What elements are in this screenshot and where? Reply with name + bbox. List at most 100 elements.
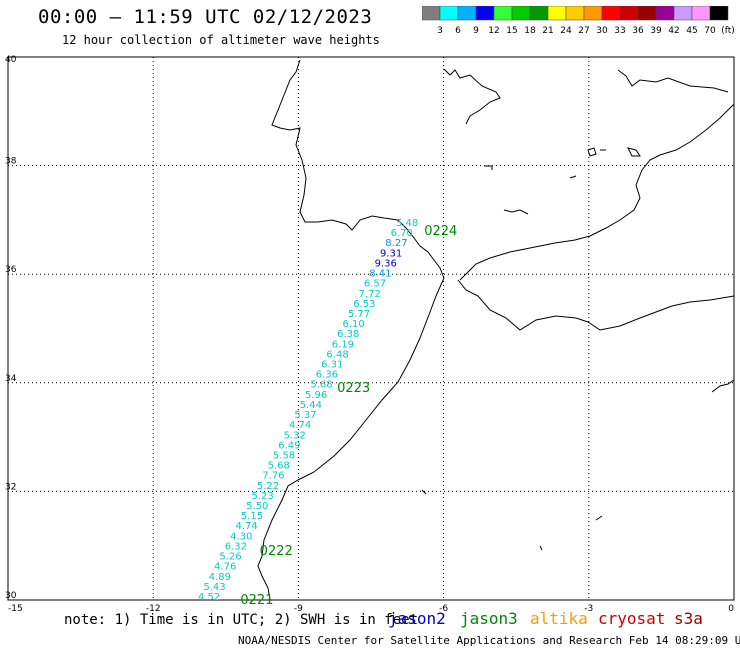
- wave-height-value: 5.26: [219, 552, 241, 563]
- legend-swatch: [637, 6, 657, 21]
- legend-swatch: [601, 6, 621, 21]
- footer-note: note: 1) Time is in UTC; 2) SWH is in fe…: [64, 612, 419, 628]
- tick-label-lon: 0: [728, 604, 734, 614]
- wave-height-value: 6.38: [337, 329, 359, 340]
- wave-height-value: 4.74: [289, 420, 311, 431]
- legend-label: 3: [437, 26, 443, 36]
- legend-label: (ft): [721, 26, 734, 36]
- tick-label-lat: 32: [5, 482, 16, 492]
- legend-label: 30: [596, 26, 608, 36]
- wave-height-value: 4.89: [209, 572, 231, 583]
- color-legend: 3 6 9 12 15 18 21 24 27 30 33 36 39 42 45 70 (ft): [422, 6, 734, 36]
- legend-label: 45: [686, 26, 697, 36]
- wave-height-value: 8.27: [385, 238, 407, 249]
- legend-label: 6: [455, 26, 461, 36]
- satellite-name: s3a: [674, 609, 703, 628]
- legend-label: 18: [524, 26, 536, 36]
- legend-swatch: [691, 6, 711, 21]
- coastline-portugal: [271, 59, 445, 279]
- wave-height-value: 6.36: [316, 370, 338, 381]
- wave-height-value: 5.22: [257, 481, 279, 492]
- legend-swatch: [583, 6, 603, 21]
- wave-height-value: 5.96: [305, 390, 327, 401]
- legend-label: 24: [560, 26, 572, 36]
- coastline-north-africa: [257, 277, 445, 601]
- wave-height-value: 5.68: [310, 380, 332, 391]
- legend-swatch: [475, 6, 495, 21]
- coastline-detail: [443, 68, 501, 125]
- legend-label: 15: [506, 26, 517, 36]
- legend-label: 9: [473, 26, 479, 36]
- wave-height-value: 5.50: [246, 501, 268, 512]
- wave-height-value: 6.49: [278, 440, 300, 451]
- legend-swatch: [422, 6, 441, 21]
- legend-swatch: [547, 6, 567, 21]
- tick-label-lat: 34: [5, 374, 17, 384]
- wave-height-value: 8.41: [369, 269, 391, 280]
- wave-height-value: 4.74: [235, 521, 257, 532]
- satellite-name: altika: [530, 609, 588, 628]
- coastline-spain: [459, 103, 735, 281]
- credit-line: NOAA/NESDIS Center for Satellite Applica…: [238, 634, 740, 647]
- wave-height-value: 7.72: [359, 289, 381, 300]
- wave-height-value: 4.30: [230, 531, 252, 542]
- balearic-islands: [484, 147, 641, 215]
- legend-label: 36: [632, 26, 644, 36]
- legend-label: 70: [704, 26, 716, 36]
- wave-height-value: 5.68: [268, 461, 290, 472]
- legend-label: 33: [614, 26, 625, 36]
- wave-height-value: 5.77: [348, 309, 370, 320]
- legend-label: 12: [488, 26, 499, 36]
- coastline-morocco-north: [457, 279, 735, 331]
- wave-height-value: 6.10: [342, 319, 364, 330]
- map-title: 00:00 – 11:59 UTC 02/12/2023: [38, 6, 373, 28]
- track-time-label: 0223: [337, 381, 370, 396]
- wave-height-value: 5.58: [273, 450, 295, 461]
- tick-label-lat: 30: [5, 591, 17, 601]
- wave-height-value: 5.15: [241, 511, 263, 522]
- tick-label-lon: -15: [8, 604, 23, 614]
- track-time-label: 0222: [260, 544, 293, 559]
- track-time-label: 0221: [240, 593, 273, 608]
- legend-label: 27: [578, 26, 589, 36]
- legend-swatch: [673, 6, 693, 21]
- tick-label-lat: 40: [5, 55, 17, 65]
- wave-height-value: 5.43: [203, 582, 225, 593]
- legend-swatch: [511, 6, 531, 21]
- wave-height-value: 6.48: [326, 349, 348, 360]
- wave-height-value: 5.44: [300, 400, 322, 411]
- map-frame: [7, 56, 735, 601]
- tick-label-lat: 38: [5, 157, 17, 167]
- satellite-name: jason3: [460, 609, 518, 628]
- wave-height-value: 5.32: [284, 430, 306, 441]
- wave-height-value: 5.37: [294, 410, 316, 421]
- legend-label: 21: [542, 26, 553, 36]
- wave-height-value: 4.52: [198, 592, 220, 603]
- wave-height-value: 6.53: [353, 299, 375, 310]
- wave-height-value: 9.31: [380, 248, 402, 259]
- track-time-label: 0224: [424, 224, 457, 239]
- coastline-algeria: [421, 379, 735, 551]
- legend-swatch: [439, 6, 459, 21]
- wave-height-value: 5.48: [396, 218, 418, 229]
- legend-swatch: [493, 6, 513, 21]
- legend-label: 39: [650, 26, 662, 36]
- legend-swatch: [709, 6, 729, 21]
- wave-height-value: 7.76: [262, 471, 284, 482]
- wave-height-value: 6.57: [364, 279, 386, 290]
- map-subtitle: 12 hour collection of altimeter wave hei…: [62, 33, 380, 47]
- legend-swatch: [619, 6, 639, 21]
- tick-label-lat: 36: [5, 265, 17, 275]
- legend-swatch: [529, 6, 549, 21]
- wave-height-value: 6.32: [225, 541, 247, 552]
- wave-height-value: 9.36: [375, 258, 397, 269]
- wave-height-value: 6.70: [391, 228, 413, 239]
- legend-swatch: [565, 6, 585, 21]
- wave-height-value: 6.19: [332, 339, 354, 350]
- satellite-name: jason2: [388, 609, 446, 628]
- legend-swatch: [655, 6, 675, 21]
- wave-height-value: 5.23: [252, 491, 274, 502]
- legend-swatch: [457, 6, 477, 21]
